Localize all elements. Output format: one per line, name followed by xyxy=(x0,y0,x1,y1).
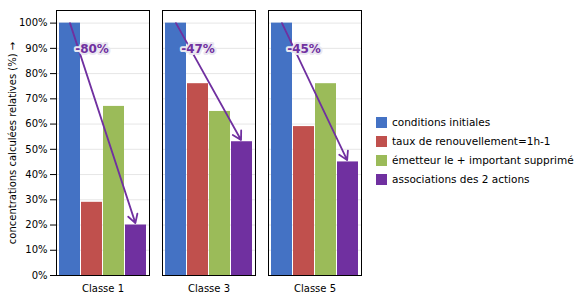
svg-text:-80%: -80% xyxy=(75,42,109,56)
svg-text:0%: 0% xyxy=(32,270,48,281)
svg-text:Classe 1: Classe 1 xyxy=(82,283,124,294)
svg-text:20%: 20% xyxy=(25,219,47,230)
svg-text:70%: 70% xyxy=(25,93,47,104)
svg-text:90%: 90% xyxy=(25,43,47,54)
svg-text:Classe 3: Classe 3 xyxy=(188,283,230,294)
svg-text:100%: 100% xyxy=(19,17,48,28)
svg-text:concentrations calculées relat: concentrations calculées relatives (%) → xyxy=(7,42,18,244)
svg-text:10%: 10% xyxy=(25,244,47,255)
svg-text:-45%: -45% xyxy=(287,42,321,56)
svg-text:30%: 30% xyxy=(25,194,47,205)
svg-text:80%: 80% xyxy=(25,68,47,79)
html-text:émetteur le + important suppri: émetteur le + important supprimé xyxy=(392,154,574,166)
svg-text:60%: 60% xyxy=(25,118,47,129)
svg-text:50%: 50% xyxy=(25,144,47,155)
html-text:taux de renouvellement=1h-1: taux de renouvellement=1h-1 xyxy=(392,135,551,147)
svg-text:40%: 40% xyxy=(25,169,47,180)
svg-text:-47%: -47% xyxy=(181,42,215,56)
html-text:conditions initiales: conditions initiales xyxy=(392,116,491,128)
html-text:associations des 2 actions: associations des 2 actions xyxy=(392,173,530,185)
svg-text:Classe 5: Classe 5 xyxy=(294,283,336,294)
